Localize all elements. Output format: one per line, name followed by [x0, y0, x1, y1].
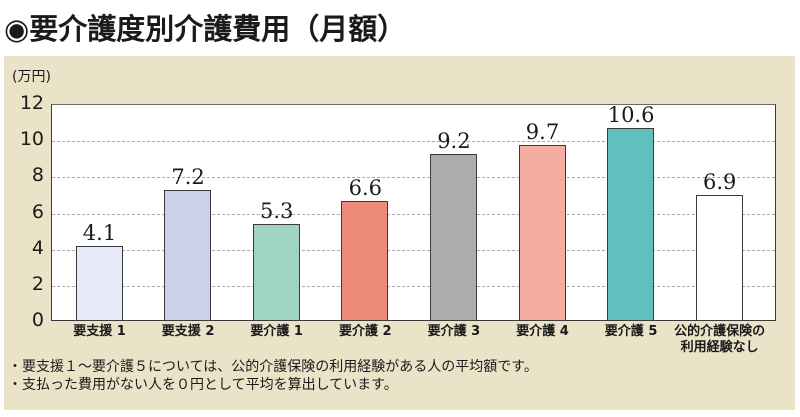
- x-category-label-line: 要介護 1: [250, 324, 303, 339]
- footnote-1: ・要支援１～要介護５については、公的介護保険の利用経験がある人の平均額です。: [8, 359, 538, 375]
- gridline: [52, 213, 775, 215]
- x-category-label-line: 要支援 2: [161, 324, 215, 339]
- x-category-label: 公的介護保険の 利用経験なし: [650, 324, 790, 356]
- y-tick-label: 6: [31, 200, 44, 223]
- bar-value-label: 9.7: [525, 119, 560, 144]
- footnotes: ・要支援１～要介護５については、公的介護保険の利用経験がある人の平均額です。 ・…: [8, 358, 538, 394]
- x-category-label: 要介護 1: [222, 324, 332, 340]
- x-category-label-line: 要介護 3: [427, 324, 481, 339]
- y-tick-label: 12: [19, 92, 44, 114]
- bar: [518, 144, 566, 320]
- x-category-label-line: 要支援 1: [73, 324, 126, 339]
- bar: [341, 200, 389, 320]
- bar-value-label: 6.9: [702, 170, 737, 195]
- x-category-label-line: 要介護 2: [339, 324, 392, 339]
- x-category-label-line: 公的介護保険の: [674, 324, 766, 339]
- gridline: [52, 177, 775, 179]
- y-tick-label: 0: [31, 309, 44, 331]
- bar: [607, 128, 655, 320]
- bar: [429, 153, 477, 320]
- bar-value-label: 7.2: [171, 164, 205, 189]
- x-category-label: 要介護 2: [310, 324, 420, 340]
- gridline: [52, 249, 775, 251]
- bar: [695, 195, 743, 320]
- y-axis-unit-label: (万円): [12, 69, 51, 85]
- y-tick-label: 2: [31, 272, 44, 295]
- x-category-label-line: 要介護 4: [516, 324, 569, 339]
- bar: [252, 224, 300, 320]
- gridline: [52, 141, 775, 143]
- gridline: [52, 285, 775, 287]
- bar-value-label: 10.6: [607, 103, 655, 128]
- y-tick-label: 4: [31, 236, 44, 259]
- footnote-2: ・支払った費用がない人を０円として平均を算出しています。: [8, 377, 398, 393]
- bar-value-label: 9.2: [437, 128, 471, 153]
- bar-value-label: 4.1: [82, 220, 117, 245]
- x-category-label-line: 要介護 5: [604, 324, 658, 339]
- y-tick-label: 10: [19, 128, 44, 151]
- x-category-label: 要支援 2: [133, 324, 243, 340]
- x-category-label: 要支援 1: [45, 324, 155, 340]
- bar-value-label: 6.6: [348, 175, 382, 200]
- x-category-label-line: 利用経験なし: [680, 340, 759, 355]
- bar-value-label: 5.3: [259, 199, 294, 224]
- y-tick-label: 8: [31, 164, 44, 187]
- bar: [164, 189, 212, 320]
- plot-area: [51, 104, 776, 321]
- x-category-label: 要介護 4: [488, 324, 598, 340]
- chart-title: ◉要介護度別介護費用（月額）: [4, 12, 407, 46]
- bar: [75, 245, 123, 320]
- x-category-label: 要介護 5: [576, 324, 686, 340]
- x-category-label: 要介護 3: [399, 324, 509, 340]
